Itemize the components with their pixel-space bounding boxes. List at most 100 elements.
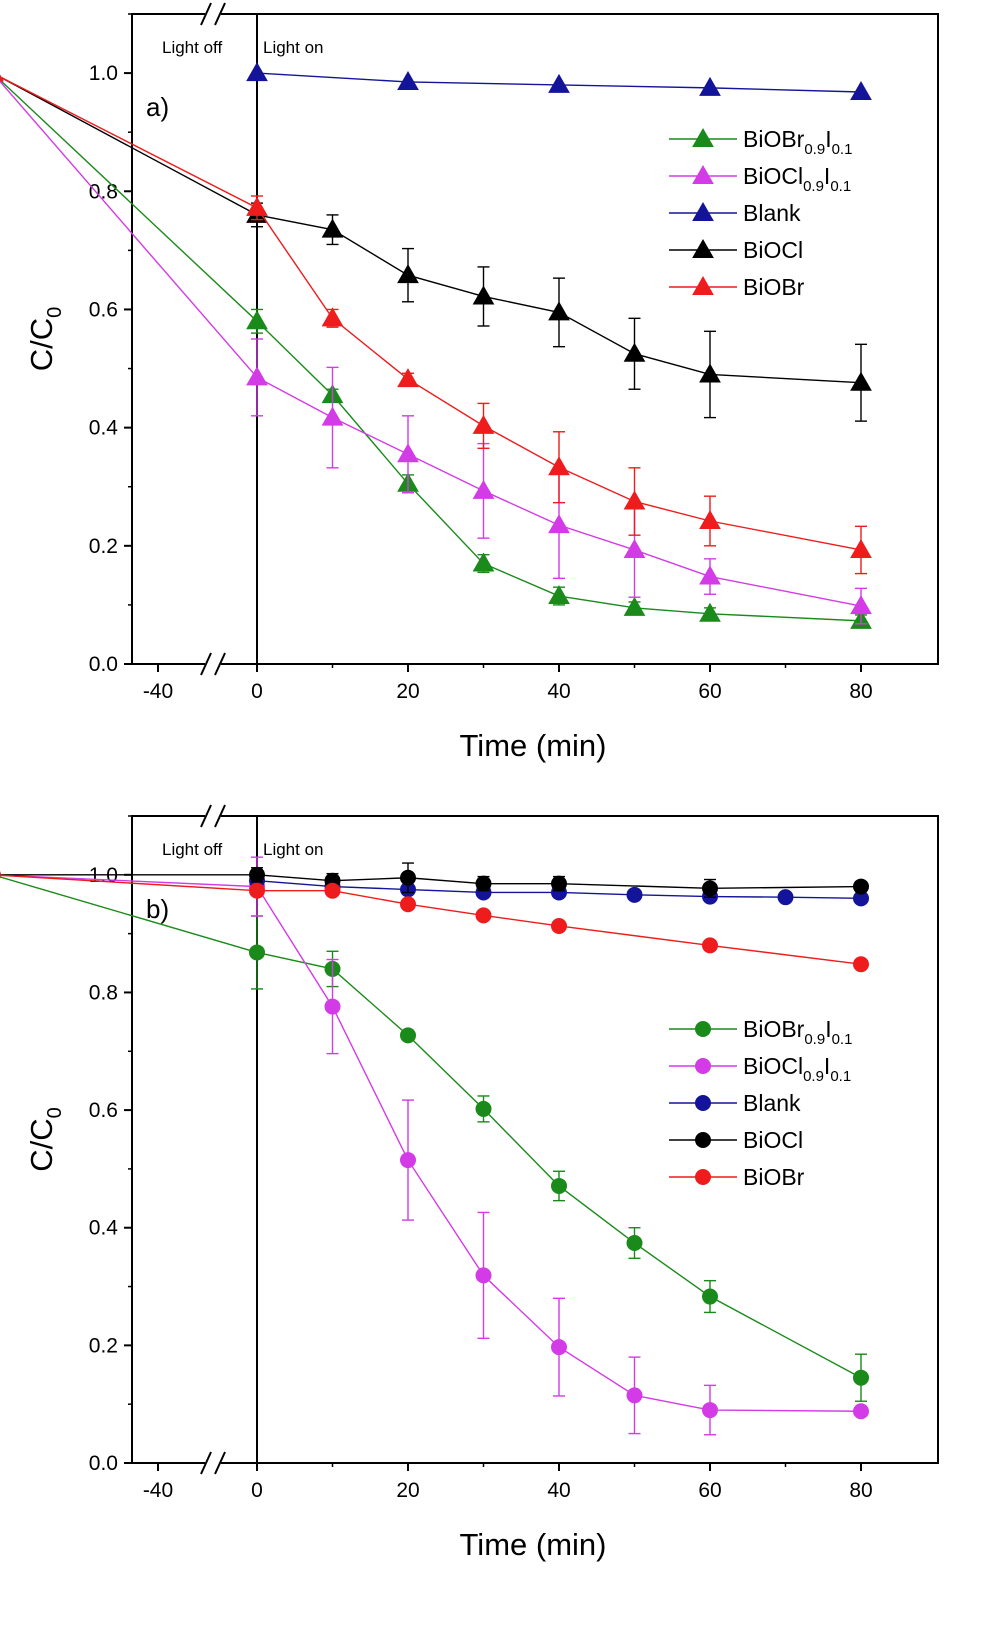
light-on-annotation: Light on [263,840,324,859]
legend-sub: 0.9 [804,1031,825,1048]
legend-name: BiOCl [743,237,803,263]
axis-break-mark [214,652,226,676]
data-point [397,70,419,90]
legend-label: BiOCl0.9I0.1 [743,1053,851,1085]
legend-name: BiOBr [743,274,805,300]
panel-label: b) [146,894,169,924]
series-1 [0,74,872,625]
axis-break-gap [205,660,221,668]
legend-name: BiOBr [743,1016,805,1042]
data-point [623,490,646,510]
legend-sub: 0.1 [830,178,851,195]
y-axis-title: C/C0 [24,307,66,372]
x-tick-label: 40 [547,680,570,703]
data-point [472,479,495,499]
data-point [321,406,344,426]
axis-break-mark [200,1451,212,1475]
legend-marker [692,275,714,295]
legend-tail: I [825,1016,831,1042]
series-line [0,78,862,622]
data-point [853,956,869,973]
data-point [246,366,268,386]
x-tick-label: 20 [396,680,419,703]
series-1 [0,856,869,1436]
panel-label: a) [146,92,169,122]
plot-frame [131,815,939,1464]
x-tick-label: -40 [143,1479,173,1502]
data-point [699,602,721,622]
y-tick-label: 0.4 [89,417,119,440]
x-axis-title: Time (min) [460,728,607,763]
legend-name: BiOBr [743,1164,805,1190]
legend-name: BiOCl [743,1127,803,1153]
axis-break-gap [205,1459,221,1467]
legend-marker [695,1021,711,1037]
y-tick-label: 1.0 [89,62,118,85]
data-point [853,890,869,907]
legend-name: Blank [743,200,801,226]
legend-name: BiOCl [743,1053,803,1079]
legend-sub: 0.1 [832,1031,853,1048]
legend-sub: 0.9 [803,178,824,195]
data-point [548,301,570,321]
data-point [850,80,872,100]
y-tick-label: 0.2 [89,535,118,558]
data-point [475,875,492,892]
legend-sub: 0.1 [832,141,853,158]
y-tick-label: 0.2 [89,1334,118,1357]
data-point [397,264,419,284]
data-point [551,917,567,934]
axis-break-mark [200,804,212,828]
data-point [472,552,495,572]
data-point [850,595,872,615]
series-4 [0,871,869,973]
x-tick-label: 60 [698,1479,721,1502]
legend-label: Blank [743,200,801,226]
legend-tail: I [825,126,831,152]
data-point [702,937,718,954]
axis-break-gap [205,812,221,820]
series-line [0,874,862,965]
legend-label: Blank [743,1090,801,1116]
data-point [475,1100,492,1117]
y-tick-label: 0.0 [89,653,118,676]
data-point [324,998,341,1015]
panel-a: 0.0 0.2 0.4 0.6 0.8 1.0 -40 0 20 40 60 80 Time (min)… [0,2,939,763]
data-point [850,371,872,391]
legend-marker [695,1095,711,1111]
legend-sub: 0.9 [803,1068,824,1085]
legend-marker [695,1132,711,1148]
y-tick-label: 0.6 [89,298,118,321]
data-point [850,538,872,558]
y-axis-title: C/C0 [24,1107,66,1172]
data-point [626,1387,643,1404]
legend-marker [692,238,714,258]
data-point [699,76,721,96]
x-tick-label: 80 [849,1479,872,1502]
data-point [699,363,721,383]
y-axis-title-main: C/C [24,1118,59,1171]
y-tick-label: 0.0 [89,1452,118,1475]
data-point [397,443,419,463]
legend-label: BiOBr0.9I0.1 [743,1016,852,1048]
axis-break-gap [205,10,221,18]
y-tick-label: 0.6 [89,1099,118,1122]
y-tick-label: 0.8 [89,981,118,1004]
x-tick-label: 0 [251,1479,263,1502]
data-point [400,896,416,913]
series-line [0,80,862,607]
x-tick-label: -40 [143,680,173,703]
legend-marker [695,1058,711,1074]
data-point [548,585,570,605]
data-point [400,1027,416,1044]
data-point [472,285,495,305]
data-point [699,565,721,585]
data-point [551,1177,567,1194]
data-point [551,1339,567,1356]
data-point [623,342,646,362]
axis-break-mark [214,1451,226,1475]
x-axis-title: Time (min) [460,1527,607,1562]
data-point [321,307,344,327]
legend-label: BiOCl0.9I0.1 [743,163,851,195]
